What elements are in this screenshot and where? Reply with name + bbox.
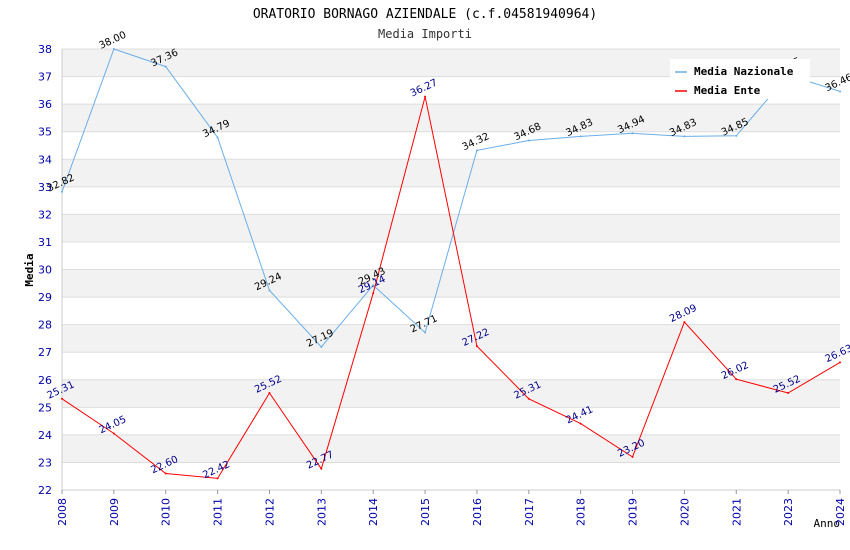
data-point-nazionale	[424, 331, 427, 334]
grid-band	[62, 352, 840, 380]
x-tick-label: 2016	[471, 498, 484, 526]
data-point-nazionale	[164, 65, 167, 68]
x-tick-label: 2024	[834, 498, 847, 526]
data-point-ente	[683, 321, 686, 324]
grid-band	[62, 324, 840, 353]
grid-band	[62, 241, 840, 270]
grid-band	[62, 462, 840, 490]
y-tick-label: 34	[38, 153, 52, 166]
data-point-ente	[735, 378, 738, 381]
legend: Media Nazionale Media Ente	[670, 59, 810, 99]
data-point-nazionale	[112, 48, 115, 50]
y-tick-label: 27	[38, 346, 52, 359]
x-tick-label: 2023	[782, 498, 795, 526]
data-point-nazionale	[527, 139, 530, 142]
x-tick-label: 2018	[575, 498, 588, 526]
y-tick-label: 29	[38, 291, 52, 304]
data-point-ente	[839, 361, 841, 364]
legend-box	[670, 59, 810, 99]
data-point-ente	[631, 455, 634, 458]
data-point-ente	[216, 477, 219, 480]
x-tick-label: 2010	[160, 498, 173, 526]
gridlines	[61, 48, 840, 491]
data-point-nazionale	[631, 132, 634, 135]
x-axis-label: Anno	[814, 517, 841, 530]
series-line-media-ente	[61, 96, 841, 479]
grid-band	[62, 104, 840, 132]
x-axis-ticks: 2008 2009 2010 2011 2012 2013 2014 2015 2016 2017…	[56, 490, 847, 526]
data-point-nazionale	[372, 284, 375, 287]
grid-band	[62, 407, 840, 435]
y-tick-label: 36	[38, 98, 52, 111]
grid-band	[62, 159, 840, 187]
series-layer	[61, 48, 841, 480]
y-tick-label: 26	[38, 374, 52, 387]
y-tick-label: 32	[38, 208, 52, 221]
x-tick-label: 2008	[56, 498, 69, 526]
grid-bands	[62, 49, 840, 490]
y-tick-label: 35	[38, 126, 52, 139]
x-tick-label: 2011	[212, 498, 225, 526]
y-tick-label: 25	[38, 401, 52, 414]
legend-label-media-nazionale: Media Nazionale	[694, 65, 794, 78]
x-tick-label: 2014	[367, 498, 380, 526]
data-point-nazionale	[475, 149, 478, 152]
data-point-ente	[164, 472, 167, 475]
data-point-ente	[372, 292, 375, 295]
x-tick-label: 2013	[315, 498, 328, 526]
x-tick-label: 2015	[419, 498, 432, 526]
chart-title: ORATORIO BORNAGO AZIENDALE (c.f.04581940…	[253, 7, 597, 22]
x-tick-label: 2017	[523, 498, 536, 526]
grid-band	[62, 186, 840, 215]
y-tick-label: 28	[38, 319, 52, 332]
data-point-nazionale	[839, 90, 841, 93]
data-point-nazionale	[683, 135, 686, 138]
data-point-ente	[424, 95, 427, 98]
data-point-ente	[268, 391, 271, 394]
y-tick-label: 22	[38, 484, 52, 497]
data-point-nazionale	[320, 345, 323, 348]
y-tick-label: 24	[38, 429, 52, 442]
x-tick-label: 2020	[678, 498, 691, 526]
data-point-ente	[320, 467, 323, 470]
data-point-ente	[527, 397, 530, 400]
y-tick-label: 37	[38, 71, 52, 84]
data-point-nazionale	[579, 135, 582, 138]
y-tick-label: 31	[38, 236, 52, 249]
y-tick-label: 23	[38, 456, 52, 469]
grid-band	[62, 297, 840, 325]
data-point-ente	[112, 432, 115, 435]
data-label-nazionale: 38.00	[98, 30, 129, 52]
data-point-nazionale	[268, 289, 271, 292]
data-point-nazionale	[216, 136, 219, 139]
series-line-media-nazionale	[61, 48, 841, 348]
legend-label-media-ente: Media Ente	[694, 84, 761, 97]
y-axis-label: Media	[23, 253, 36, 286]
grid-band	[62, 269, 840, 298]
data-point-ente	[579, 422, 582, 425]
grid-band	[62, 434, 840, 463]
data-point-ente	[787, 391, 790, 394]
data-point-ente	[475, 345, 478, 348]
data-point-nazionale	[61, 190, 63, 193]
x-tick-label: 2012	[263, 498, 276, 526]
grid-band	[62, 379, 840, 408]
x-tick-label: 2009	[108, 498, 121, 526]
x-tick-label: 2021	[730, 498, 743, 526]
data-point-ente	[61, 397, 63, 400]
data-point-nazionale	[735, 134, 738, 137]
y-axis-ticks: 22 23 24 25 26 27 28 29 30 31 32 33 34 35 36 37 38	[38, 43, 52, 497]
y-tick-label: 38	[38, 43, 52, 56]
chart-subtitle: Media Importi	[378, 27, 472, 41]
grid-band	[62, 214, 840, 242]
x-tick-label: 2019	[627, 498, 640, 526]
y-tick-label: 33	[38, 181, 52, 194]
y-tick-label: 30	[38, 264, 52, 277]
